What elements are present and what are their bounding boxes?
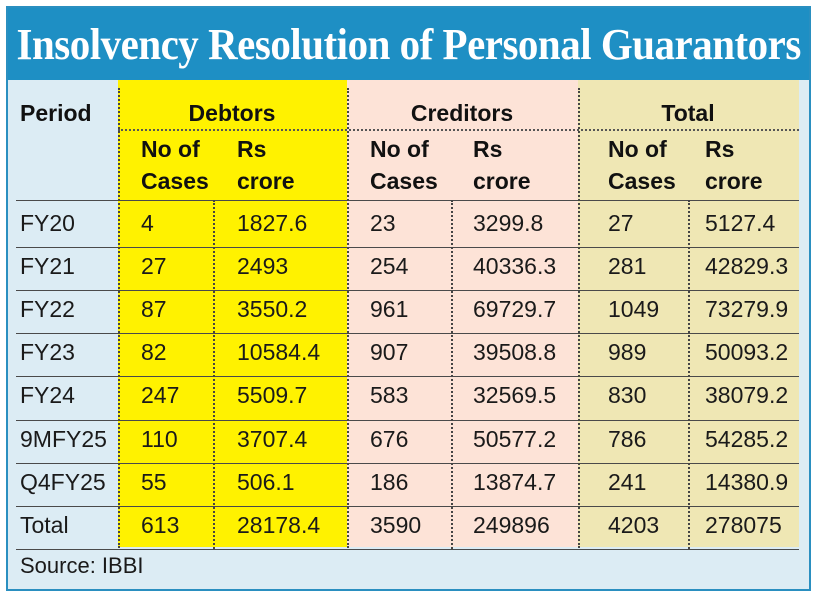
group-boundary-creditors [347, 88, 349, 548]
cell-fy23-3: 39508.8 [473, 339, 557, 366]
column-separator-creditors [451, 200, 453, 549]
cell-fy24-4: 830 [608, 382, 647, 409]
group-header-total: Total [661, 100, 715, 126]
row-label-9mfy25: 9MFY25 [20, 425, 107, 452]
cell-fy20-2: 23 [370, 210, 396, 236]
subheader-creditors-cases-line2: Cases [370, 168, 438, 194]
source-note: Source: IBBI [20, 553, 144, 578]
cell-fy21-3: 40336.3 [473, 253, 557, 280]
cell-fy21-4: 281 [608, 253, 647, 280]
cell-fy22-3: 69729.7 [473, 296, 557, 323]
row-divider-total [16, 548, 799, 550]
period-header: Period [20, 100, 92, 126]
chart-title: Insolvency Resolution of Personal Guaran… [16, 19, 801, 69]
cell-total-2: 3590 [370, 511, 422, 538]
subheader-debtors-cases-line2: Cases [141, 168, 209, 194]
creditors-band [347, 80, 578, 547]
cell-q4fy25-0: 55 [141, 468, 167, 495]
cell-total-3: 249896 [473, 511, 550, 538]
debtors-band [118, 80, 347, 547]
group-header-creditors: Creditors [410, 100, 514, 126]
column-separator-total [688, 200, 690, 549]
subheader-total-cases-line2: Cases [608, 168, 676, 194]
chart-frame: Insolvency Resolution of Personal Guaran… [6, 6, 811, 591]
group-header-debtors: Debtors [188, 100, 276, 126]
row-label-fy21: FY21 [20, 253, 75, 280]
cell-fy22-2: 961 [370, 296, 409, 323]
cell-fy22-4: 1049 [608, 296, 660, 323]
cell-9mfy25-4: 786 [608, 425, 647, 452]
title-bar: Insolvency Resolution of Personal Guaran… [8, 8, 809, 80]
cell-fy20-3: 3299.8 [473, 210, 544, 236]
group-header-underline [118, 129, 799, 131]
cell-fy21-2: 254 [370, 253, 409, 280]
cell-fy22-1: 3550.2 [237, 296, 308, 323]
row-divider-fy21 [16, 290, 799, 292]
cell-fy20-5: 5127.4 [705, 210, 776, 236]
cell-9mfy25-0: 110 [141, 425, 178, 452]
header-divider [16, 200, 799, 201]
cell-total-5: 278075 [705, 511, 782, 538]
group-boundary-total [578, 88, 580, 548]
cell-fy23-1: 10584.4 [237, 339, 321, 366]
cell-fy24-2: 583 [370, 382, 409, 409]
row-label-q4fy25: Q4FY25 [20, 468, 106, 495]
subheader-debtors-cases-line1: No of [141, 136, 200, 162]
cell-fy24-3: 32569.5 [473, 382, 557, 409]
row-label-total: Total [20, 511, 69, 538]
cell-9mfy25-1: 3707.4 [237, 425, 308, 452]
row-divider-fy22 [16, 333, 799, 335]
cell-fy20-0: 4 [141, 210, 154, 236]
row-divider-fy20 [16, 247, 799, 249]
cell-total-1: 28178.4 [237, 511, 321, 538]
cell-total-4: 4203 [608, 511, 660, 538]
row-label-fy24: FY24 [20, 382, 75, 409]
subheader-total-crore-line2: crore [705, 168, 763, 194]
cell-fy23-0: 82 [141, 339, 167, 366]
subheader-total-crore-line1: Rs [705, 136, 735, 162]
cell-fy21-0: 27 [141, 253, 167, 280]
cell-fy23-2: 907 [370, 339, 409, 366]
row-divider-9mfy25 [16, 462, 799, 464]
row-label-fy22: FY22 [20, 296, 75, 323]
row-label-fy20: FY20 [20, 210, 75, 236]
cell-fy23-5: 50093.2 [705, 339, 789, 366]
cell-fy23-4: 989 [608, 339, 647, 366]
row-label-fy23: FY23 [20, 339, 75, 366]
cell-fy20-1: 1827.6 [237, 210, 308, 236]
cell-fy24-0: 247 [141, 382, 180, 409]
subheader-creditors-cases-line1: No of [370, 136, 429, 162]
subheader-debtors-crore-line2: crore [237, 168, 295, 194]
cell-q4fy25-4: 241 [608, 468, 647, 495]
subheader-debtors-crore-line1: Rs [237, 136, 267, 162]
cell-9mfy25-2: 676 [370, 425, 409, 452]
cell-fy24-1: 5509.7 [237, 382, 308, 409]
row-divider-fy24 [16, 419, 799, 421]
cell-fy21-1: 2493 [237, 253, 289, 280]
cell-q4fy25-5: 14380.9 [705, 468, 789, 495]
cell-9mfy25-3: 50577.2 [473, 425, 557, 452]
subheader-creditors-crore-line2: crore [473, 168, 531, 194]
cell-fy22-5: 73279.9 [705, 296, 789, 323]
cell-fy22-0: 87 [141, 296, 167, 323]
cell-q4fy25-1: 506.1 [237, 468, 295, 495]
cell-fy21-5: 42829.3 [705, 253, 789, 280]
cell-fy20-4: 27 [608, 210, 634, 236]
cell-9mfy25-5: 54285.2 [705, 425, 789, 452]
cell-total-0: 613 [141, 511, 180, 538]
group-boundary-debtors [118, 88, 120, 548]
subheader-creditors-crore-line1: Rs [473, 136, 503, 162]
row-divider-fy23 [16, 376, 799, 378]
cell-q4fy25-2: 186 [370, 468, 409, 495]
cell-fy24-5: 38079.2 [705, 382, 789, 409]
cell-q4fy25-3: 13874.7 [473, 468, 557, 495]
subheader-total-cases-line1: No of [608, 136, 667, 162]
column-separator-debtors [213, 200, 215, 549]
row-divider-q4fy25 [16, 505, 799, 507]
